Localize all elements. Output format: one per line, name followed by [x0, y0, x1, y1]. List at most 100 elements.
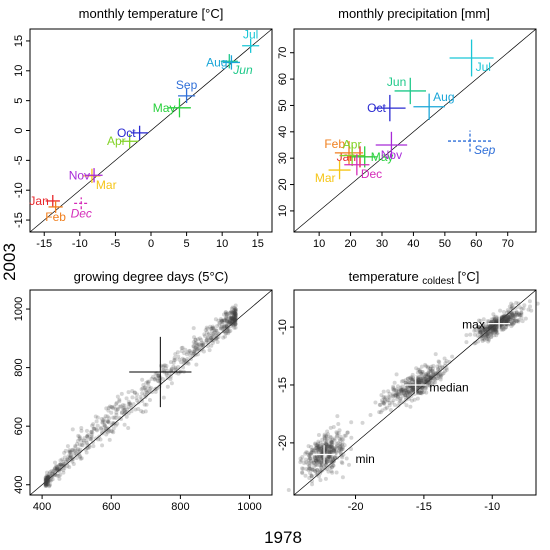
- cluster-point: [476, 324, 481, 329]
- panel-growing-degree-days: growing degree days (5°C) 400 600 800 10004…: [13, 269, 273, 513]
- gdd-point: [204, 338, 209, 343]
- gdd-point: [98, 437, 103, 442]
- gdd-point: [192, 335, 197, 340]
- cluster-point: [438, 377, 443, 382]
- gdd-point: [124, 410, 129, 415]
- gdd-point: [111, 426, 116, 431]
- gdd-point: [89, 429, 94, 434]
- cluster-point: [337, 448, 342, 453]
- cluster-point: [481, 326, 486, 331]
- cluster-point: [492, 315, 497, 320]
- cluster-point: [500, 315, 505, 320]
- gdd-point: [106, 420, 111, 425]
- point-label-aug: Aug: [206, 55, 227, 69]
- cluster-point: [313, 441, 318, 446]
- gdd-point: [68, 453, 73, 458]
- cluster-min: [286, 414, 365, 493]
- gdd-point: [227, 319, 232, 324]
- cluster-point: [418, 390, 423, 395]
- gdd-point: [54, 464, 59, 469]
- gdd-point: [103, 429, 108, 434]
- cluster-point: [326, 450, 331, 455]
- cluster-point: [478, 330, 483, 335]
- gdd-point: [58, 462, 63, 467]
- cluster-point: [341, 437, 346, 442]
- gdd-point: [224, 326, 229, 331]
- cluster-point: [410, 385, 415, 390]
- cluster-point: [502, 316, 507, 321]
- cluster-point: [305, 450, 310, 455]
- cluster-point: [493, 329, 498, 334]
- gdd-point: [232, 318, 237, 323]
- cluster-point: [509, 310, 514, 315]
- cluster-point: [411, 384, 416, 389]
- cluster-point: [464, 340, 469, 345]
- cluster-point: [440, 365, 445, 370]
- cluster-point: [484, 326, 489, 331]
- cluster-point: [483, 332, 488, 337]
- cluster-point: [410, 387, 415, 392]
- gdd-point: [215, 331, 220, 336]
- gdd-point: [233, 303, 238, 308]
- cluster-point: [403, 392, 408, 397]
- cluster-point: [507, 304, 512, 309]
- gdd-point: [79, 428, 84, 433]
- cluster-point: [509, 304, 514, 309]
- gdd-point: [169, 368, 174, 373]
- cluster-point: [315, 443, 320, 448]
- cluster-point: [391, 384, 396, 389]
- cluster-point: [314, 454, 319, 459]
- gdd-point: [152, 376, 157, 381]
- cluster-point: [419, 380, 424, 385]
- cluster-point: [407, 396, 412, 401]
- gdd-point: [204, 340, 209, 345]
- cluster-point: [391, 385, 396, 390]
- cluster-point: [493, 327, 498, 332]
- cluster-point: [502, 319, 507, 324]
- gdd-point: [222, 318, 227, 323]
- cluster-point: [319, 450, 324, 455]
- gdd-point: [156, 379, 161, 384]
- gdd-point: [233, 307, 238, 312]
- cluster-point: [517, 312, 522, 317]
- gdd-point: [168, 360, 173, 365]
- gdd-point: [218, 326, 223, 331]
- cluster-point: [329, 469, 334, 474]
- gdd-point: [200, 343, 205, 348]
- gdd-point: [69, 457, 74, 462]
- cluster-point: [392, 387, 397, 392]
- cluster-point: [509, 306, 514, 311]
- cluster-point: [483, 327, 488, 332]
- gdd-point: [169, 367, 174, 372]
- cluster-point: [324, 442, 329, 447]
- cluster-point: [330, 455, 335, 460]
- cluster-point: [415, 386, 420, 391]
- point-label-jun: Jun: [387, 75, 406, 89]
- x-tick-label: 600: [102, 501, 120, 513]
- gdd-point: [73, 445, 78, 450]
- gdd-point: [200, 346, 205, 351]
- cluster-point: [488, 326, 493, 331]
- gdd-point: [135, 398, 140, 403]
- cluster-point: [314, 461, 319, 466]
- gdd-point: [167, 371, 172, 376]
- cluster-point: [423, 376, 428, 381]
- cluster-point: [494, 329, 499, 334]
- gdd-point: [43, 482, 48, 487]
- point-label-apr: Apr: [343, 138, 362, 152]
- cluster-point: [491, 317, 496, 322]
- cluster-point: [491, 328, 496, 333]
- gdd-point: [55, 466, 60, 471]
- gdd-point: [143, 395, 148, 400]
- gdd-point: [66, 458, 71, 463]
- gdd-point: [215, 324, 220, 329]
- cluster-point: [316, 433, 321, 438]
- x-tick-label: 15: [252, 238, 264, 250]
- cluster-point: [314, 450, 319, 455]
- gdd-point: [105, 430, 110, 435]
- cluster-point: [339, 447, 344, 452]
- cluster-point: [330, 465, 335, 470]
- cluster-label-min: min: [356, 452, 375, 466]
- cluster-point: [492, 328, 497, 333]
- gdd-point: [65, 463, 70, 468]
